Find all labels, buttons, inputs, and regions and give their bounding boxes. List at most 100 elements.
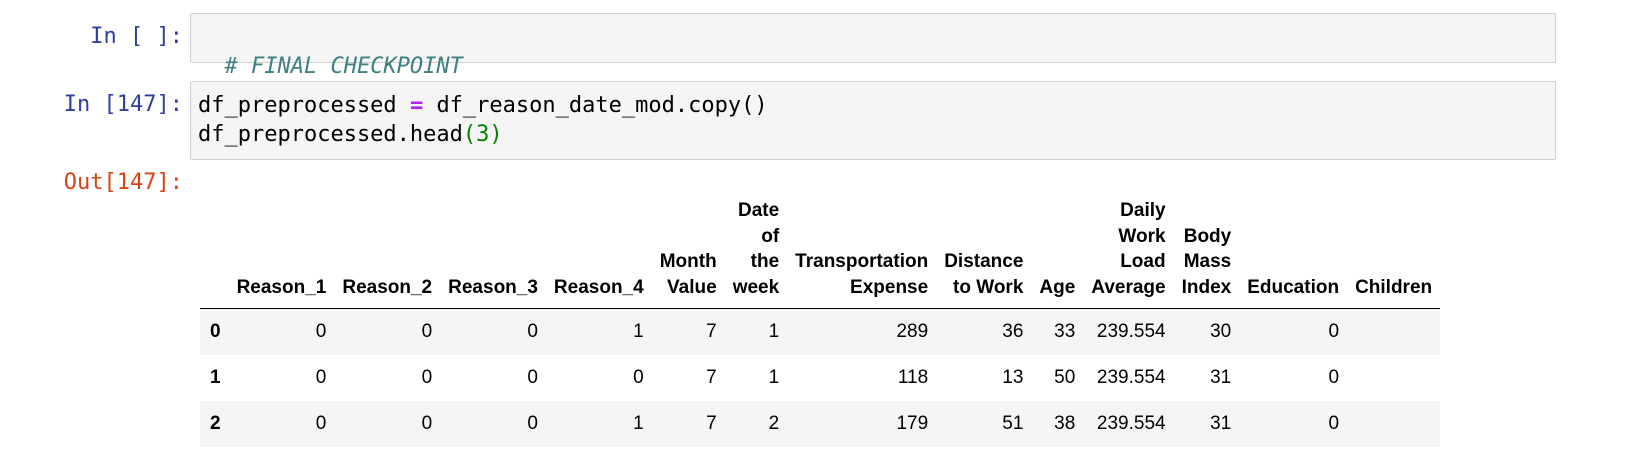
code-rhs: df_reason_date_mod.copy() — [436, 93, 768, 118]
table-cell: 239.554 — [1096, 367, 1166, 388]
column-header: Distance to Work — [936, 196, 1031, 309]
table-cell: 33 — [1054, 321, 1076, 342]
column-header-text: Daily — [1120, 200, 1166, 221]
column-header-text: Education — [1247, 276, 1340, 298]
table-cell: 50 — [1054, 367, 1076, 388]
table-cell: 118 — [897, 367, 929, 388]
table-cell: 0 — [421, 321, 433, 342]
column-header: Body Mass Index — [1174, 196, 1240, 309]
row-index: 0 — [210, 321, 221, 343]
table-cell: 179 — [896, 413, 929, 434]
code-close-paren: ) — [489, 122, 503, 147]
column-header-text: week — [732, 276, 780, 298]
column-header-text: Distance — [944, 251, 1024, 272]
column-header-text: Load — [1120, 251, 1166, 272]
column-header: Month Value — [652, 196, 725, 309]
table-cell: 51 — [1002, 413, 1024, 434]
prompt-in-147: In [147]: — [63, 92, 183, 117]
table-row: 1 0 0 0 0 7 1 118 13 50 239.554 31 0 — [200, 355, 1441, 401]
table-cell: 0 — [315, 321, 327, 342]
table-cell: 0 — [315, 413, 327, 434]
column-header-text: Age — [1039, 276, 1076, 298]
table-body: 0 0 0 0 1 7 1 289 36 33 239.554 30 0 1 0 0 0 0 7 1 118 13 50 23… — [200, 308, 1441, 447]
column-header-text: the — [750, 251, 780, 272]
column-header-text: of — [761, 225, 780, 247]
code-call: df_preprocessed.head — [198, 122, 463, 147]
table-cell: 0 — [527, 367, 538, 388]
index-header — [200, 196, 229, 309]
code-operator: = — [409, 93, 424, 118]
code-cell-preprocessed[interactable]: df_preprocessed = df_reason_date_mod.cop… — [190, 81, 1556, 160]
table-cell: 0 — [315, 367, 327, 388]
column-header-text: Expense — [850, 276, 929, 298]
code-variable: df_preprocessed — [198, 93, 397, 118]
table-cell — [1347, 401, 1440, 447]
column-header-text: Index — [1181, 276, 1232, 298]
column-header-text: Reason_1 — [236, 276, 327, 298]
header-row: Reason_1 Reason_2 Reason_3 Reason_4 Month Val… — [200, 196, 1441, 309]
row-index: 1 — [210, 367, 221, 389]
table-cell — [1347, 309, 1440, 356]
column-header-text: Work — [1118, 225, 1166, 247]
column-header: Age — [1031, 196, 1083, 309]
table-cell: 31 — [1210, 413, 1232, 434]
column-header-text: Value — [667, 276, 717, 298]
column-header: Daily Work Load Average — [1083, 196, 1173, 309]
column-header-text: Transportation — [795, 251, 929, 272]
column-header-text: Reason_4 — [553, 276, 644, 298]
table-cell: 1 — [768, 367, 780, 388]
column-header-text: to Work — [953, 276, 1024, 298]
column-header-text: Reason_3 — [448, 276, 538, 298]
table-cell: 0 — [1328, 367, 1340, 388]
table-cell: 0 — [421, 367, 433, 388]
table-cell: 0 — [527, 413, 538, 434]
column-header: Children — [1347, 196, 1440, 309]
column-header: Reason_1 — [229, 196, 335, 309]
dataframe-table: Reason_1 Reason_2 Reason_3 Reason_4 Month Val… — [200, 196, 1441, 447]
prompt-out-147: Out[147]: — [63, 170, 183, 195]
prompt-in-empty: In [ ]: — [90, 24, 183, 49]
column-header: Date of the week — [725, 196, 787, 309]
table-cell: 0 — [527, 321, 538, 342]
table-cell: 0 — [633, 367, 644, 388]
code-open-paren: ( — [462, 122, 477, 147]
table-cell: 1 — [768, 321, 780, 342]
table-cell: 31 — [1210, 367, 1232, 388]
table-cell: 38 — [1054, 413, 1076, 434]
column-header-text: Body — [1183, 225, 1232, 247]
table-cell: 13 — [1002, 367, 1024, 388]
column-header-text: Date — [737, 200, 780, 221]
table-cell: 239.554 — [1096, 413, 1166, 434]
table-row: 0 0 0 0 1 7 1 289 36 33 239.554 30 0 — [200, 308, 1441, 356]
table-cell: 7 — [706, 367, 717, 388]
column-header: Reason_3 — [440, 196, 546, 309]
column-header-text: Average — [1091, 276, 1166, 298]
dataframe-output: Reason_1 Reason_2 Reason_3 Reason_4 Month Val… — [200, 196, 1550, 476]
table-cell: 239.554 — [1096, 321, 1166, 342]
table-cell: 0 — [1328, 413, 1340, 434]
table-cell: 1 — [633, 413, 644, 434]
table-cell: 289 — [896, 321, 929, 342]
table-cell: 0 — [1328, 321, 1340, 342]
column-header: Reason_2 — [334, 196, 440, 309]
table-cell — [1347, 355, 1440, 401]
code-comment: # FINAL CHECKPOINT — [224, 54, 463, 79]
column-header-text: Mass — [1183, 251, 1232, 272]
row-index: 2 — [210, 413, 221, 435]
table-row: 2 0 0 0 1 7 2 179 51 38 239.554 31 0 — [200, 401, 1441, 447]
column-header-text: Reason_2 — [342, 276, 433, 298]
table-cell: 1 — [633, 321, 644, 342]
column-header: Transportation Expense — [787, 196, 936, 309]
table-cell: 36 — [1002, 321, 1024, 342]
column-header-text: Children — [1355, 276, 1433, 298]
code-argument: 3 — [476, 122, 490, 147]
code-cell-checkpoint[interactable]: # FINAL CHECKPOINT — [190, 13, 1556, 79]
table-cell: 2 — [768, 413, 780, 434]
table-cell: 0 — [421, 413, 433, 434]
table-header: Reason_1 Reason_2 Reason_3 Reason_4 Month Val… — [200, 196, 1441, 309]
table-cell: 30 — [1210, 321, 1232, 342]
column-header: Reason_4 — [546, 196, 652, 309]
column-header: Education — [1239, 196, 1347, 309]
column-header-text: Month — [659, 251, 717, 272]
table-cell: 7 — [706, 321, 717, 342]
